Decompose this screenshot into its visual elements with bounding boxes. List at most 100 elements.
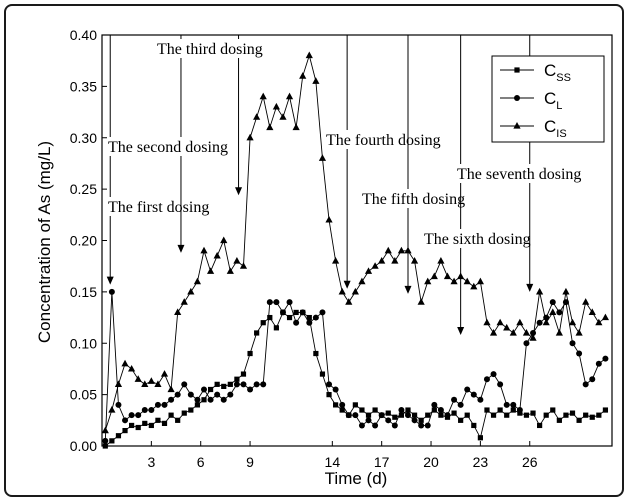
data-point xyxy=(129,422,135,429)
data-point xyxy=(220,236,228,244)
legend-label: CL xyxy=(544,89,562,112)
data-point xyxy=(285,92,294,100)
data-point xyxy=(411,412,418,418)
data-point xyxy=(305,51,313,59)
data-point xyxy=(155,417,161,423)
data-point xyxy=(200,246,208,254)
data-point xyxy=(313,350,319,357)
series-circle xyxy=(102,288,609,444)
data-point xyxy=(365,417,372,424)
x-tick-label: 14 xyxy=(325,454,341,470)
data-point xyxy=(411,417,418,424)
data-point xyxy=(286,299,293,306)
data-point xyxy=(430,272,438,280)
data-point xyxy=(286,314,293,321)
data-point xyxy=(167,385,175,393)
annotation-arrowhead xyxy=(457,327,465,336)
data-point xyxy=(431,401,438,408)
legend-label: CIS xyxy=(544,117,567,140)
data-point xyxy=(102,437,109,444)
data-point xyxy=(325,215,333,223)
annotation-label-bg xyxy=(107,197,224,216)
data-point xyxy=(351,287,359,295)
data-point xyxy=(135,412,142,419)
data-point xyxy=(214,381,220,387)
data-point xyxy=(227,381,233,387)
y-tick-label: 0.20 xyxy=(70,233,97,249)
data-point xyxy=(122,427,128,434)
data-point xyxy=(108,406,116,413)
data-point xyxy=(536,319,543,326)
data-point xyxy=(206,267,215,274)
data-point xyxy=(102,443,108,449)
data-point xyxy=(477,435,483,441)
data-point xyxy=(108,288,115,295)
data-point xyxy=(352,402,358,408)
y-axis-title: Concentration of As (mg/L) xyxy=(35,141,54,343)
data-point xyxy=(253,381,260,388)
data-point xyxy=(194,396,201,403)
data-point xyxy=(392,414,398,420)
annotation-label: The fifth dosing xyxy=(362,191,465,208)
data-point xyxy=(450,277,458,285)
data-point xyxy=(569,340,576,347)
data-point xyxy=(424,277,432,285)
data-point xyxy=(267,314,273,321)
y-tick-label: 0.00 xyxy=(70,438,97,454)
data-point xyxy=(101,426,109,434)
data-point xyxy=(122,417,129,424)
data-point xyxy=(246,133,254,141)
data-point xyxy=(292,123,300,131)
data-point xyxy=(240,371,247,377)
data-point xyxy=(443,272,452,280)
data-point xyxy=(463,277,471,285)
data-point xyxy=(226,267,234,274)
data-point xyxy=(384,246,392,254)
data-point xyxy=(279,113,287,120)
data-point xyxy=(398,412,405,418)
data-point xyxy=(523,412,530,418)
data-point xyxy=(583,412,589,418)
data-point xyxy=(193,277,202,285)
data-point xyxy=(563,412,569,418)
x-tick-label: 20 xyxy=(423,454,439,470)
data-point xyxy=(168,396,175,403)
annotation-label-bg xyxy=(361,189,478,208)
annotation-arrowhead xyxy=(404,285,412,294)
data-point xyxy=(114,380,123,387)
data-point xyxy=(312,314,319,321)
data-point xyxy=(503,401,510,408)
data-point xyxy=(556,417,562,423)
data-point xyxy=(299,72,307,79)
data-point xyxy=(227,391,234,398)
legend-marker xyxy=(514,95,520,101)
data-point xyxy=(555,328,563,336)
data-point xyxy=(161,401,168,408)
data-point xyxy=(510,401,517,408)
y-tick-label: 0.15 xyxy=(70,284,97,300)
annotation-arrowhead xyxy=(177,244,185,253)
x-tick-label: 23 xyxy=(473,454,489,470)
data-point xyxy=(476,277,484,285)
data-point xyxy=(516,407,523,414)
data-point xyxy=(371,262,379,269)
data-point xyxy=(109,438,115,444)
data-point xyxy=(233,257,241,264)
data-point xyxy=(220,396,227,403)
data-point xyxy=(273,325,279,331)
data-point xyxy=(497,407,503,413)
data-point xyxy=(576,350,583,357)
y-tick-label: 0.25 xyxy=(70,181,97,197)
data-point xyxy=(529,334,537,341)
data-point xyxy=(326,392,332,398)
series-triangle xyxy=(101,51,610,434)
legend-label: CSS xyxy=(544,61,571,84)
data-point xyxy=(483,318,491,326)
data-point xyxy=(522,328,531,336)
data-point xyxy=(582,298,590,305)
data-point xyxy=(516,318,524,326)
data-point xyxy=(338,287,346,295)
data-point xyxy=(201,397,207,403)
data-point xyxy=(259,92,267,100)
